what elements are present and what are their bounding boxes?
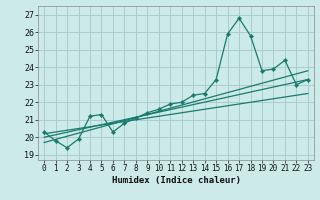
X-axis label: Humidex (Indice chaleur): Humidex (Indice chaleur) [111,176,241,185]
